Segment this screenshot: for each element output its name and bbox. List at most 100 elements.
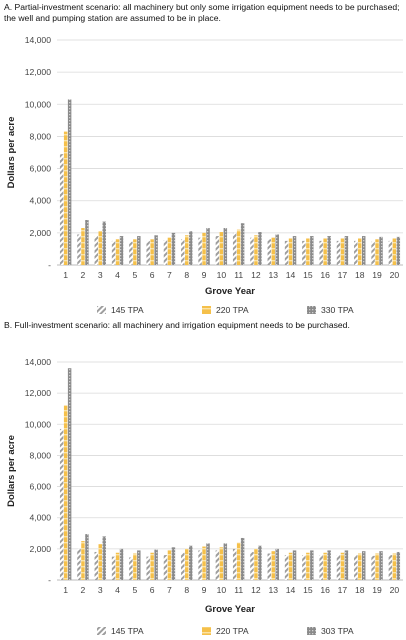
- bar-3-year-9: [206, 543, 210, 580]
- bar-2-year-5: [133, 553, 137, 580]
- chart-panel-a: A. Partial-investment scenario: all mach…: [0, 0, 406, 318]
- bar-3-year-16: [327, 550, 331, 580]
- chart-panel-b: B. Full-investment scenario: all machine…: [0, 318, 406, 640]
- bar-1-year-16: [319, 555, 323, 580]
- bar-1-year-8: [181, 552, 185, 580]
- chart-title-b: B. Full-investment scenario: all machine…: [4, 320, 350, 330]
- x-tick-label: 4: [115, 270, 120, 280]
- bar-1-year-3: [94, 236, 99, 265]
- legend-label-2: 220 TPA: [216, 305, 249, 315]
- bar-1-year-2: [77, 548, 81, 580]
- x-tick-label: 12: [251, 270, 261, 280]
- bar-3-year-10: [223, 543, 228, 580]
- bar-1-year-20: [388, 555, 393, 580]
- legend-swatch-1: [97, 306, 106, 314]
- y-tick-label: 6,000: [29, 164, 51, 174]
- bar-1-year-19: [371, 241, 375, 265]
- bar-1-year-4: [111, 240, 116, 265]
- bar-1-year-2: [77, 234, 81, 265]
- bar-3-year-15: [310, 550, 314, 580]
- bar-2-year-10: [219, 547, 224, 580]
- bar-1-year-13: [267, 553, 272, 580]
- bar-1-year-14: [284, 555, 289, 580]
- x-tick-label: 1: [63, 585, 68, 595]
- bar-1-year-16: [319, 240, 323, 265]
- y-tick-label: 8,000: [29, 450, 51, 460]
- x-tick-label: 8: [184, 270, 189, 280]
- x-tick-label: 17: [338, 270, 348, 280]
- bar-3-year-13: [275, 234, 279, 265]
- bar-3-year-12: [258, 545, 262, 580]
- bar-2-year-4: [115, 239, 120, 265]
- bar-2-year-6: [150, 239, 154, 265]
- x-tick-label: 15: [303, 270, 313, 280]
- x-tick-label: 9: [202, 585, 207, 595]
- legend-label-2: 220 TPA: [216, 626, 249, 636]
- bar-2-year-16: [323, 552, 327, 580]
- bar-3-year-13: [275, 548, 279, 580]
- bar-1-year-8: [181, 239, 185, 265]
- bar-3-year-15: [310, 236, 314, 265]
- bar-2-year-15: [306, 552, 310, 580]
- x-tick-label: 20: [390, 585, 400, 595]
- bar-3-year-20: [396, 551, 401, 580]
- bar-2-year-3: [98, 544, 102, 580]
- bar-2-year-16: [323, 238, 327, 265]
- bar-3-year-20: [396, 236, 401, 265]
- bar-3-year-1: [67, 368, 72, 580]
- bar-3-year-10: [223, 228, 228, 265]
- x-tick-label: 13: [268, 270, 278, 280]
- x-tick-label: 14: [286, 270, 296, 280]
- x-tick-label: 10: [217, 585, 227, 595]
- y-tick-label: 14,000: [25, 35, 52, 45]
- bar-3-year-9: [206, 228, 210, 265]
- bar-1-year-11: [232, 232, 237, 265]
- bar-2-year-7: [167, 550, 172, 580]
- bar-1-year-7: [163, 240, 168, 265]
- legend-label-1: 145 TPA: [111, 626, 144, 636]
- x-axis-label: Grove Year: [205, 286, 255, 297]
- legend-swatch-1: [97, 627, 106, 635]
- bar-3-year-11: [240, 223, 245, 265]
- x-tick-label: 1: [63, 270, 68, 280]
- bar-2-year-18: [358, 553, 362, 580]
- y-tick-label: 4,000: [29, 513, 51, 523]
- x-tick-label: 8: [184, 585, 189, 595]
- bar-1-year-6: [146, 240, 150, 265]
- bar-3-year-8: [188, 545, 193, 580]
- legend-label-3: 330 TPA: [321, 305, 354, 315]
- bar-2-year-17: [340, 552, 345, 580]
- x-tick-label: 6: [150, 270, 155, 280]
- bar-3-year-1: [67, 99, 72, 265]
- y-tick-label: 2,000: [29, 228, 51, 238]
- bar-1-year-18: [354, 240, 358, 265]
- bar-1-year-5: [129, 557, 133, 580]
- bar-1-year-20: [388, 240, 393, 265]
- bar-2-year-2: [81, 541, 85, 580]
- legend-swatch-3: [307, 627, 316, 635]
- bar-3-year-7: [171, 547, 176, 580]
- x-tick-label: 19: [372, 585, 382, 595]
- bar-2-year-11: [236, 542, 241, 580]
- y-tick-label: 2,000: [29, 544, 51, 554]
- bar-1-year-1: [59, 154, 64, 265]
- bar-2-year-4: [115, 552, 120, 580]
- x-tick-label: 3: [98, 585, 103, 595]
- bar-2-year-19: [375, 553, 379, 580]
- y-tick-label: 12,000: [25, 388, 52, 398]
- x-tick-label: 7: [167, 270, 172, 280]
- bar-1-year-10: [215, 236, 220, 265]
- bar-3-year-3: [102, 536, 106, 580]
- bar-3-year-18: [361, 236, 366, 265]
- bar-1-year-14: [284, 240, 289, 265]
- bar-3-year-18: [361, 551, 366, 580]
- bar-3-year-3: [102, 221, 106, 265]
- x-tick-label: 18: [355, 270, 365, 280]
- bar-1-year-15: [302, 240, 306, 265]
- bar-3-year-16: [327, 236, 331, 265]
- bar-3-year-14: [292, 236, 297, 265]
- x-tick-label: 11: [234, 270, 243, 280]
- legend-label-1: 145 TPA: [111, 305, 144, 315]
- bar-3-year-11: [240, 537, 245, 580]
- bar-2-year-10: [219, 232, 224, 265]
